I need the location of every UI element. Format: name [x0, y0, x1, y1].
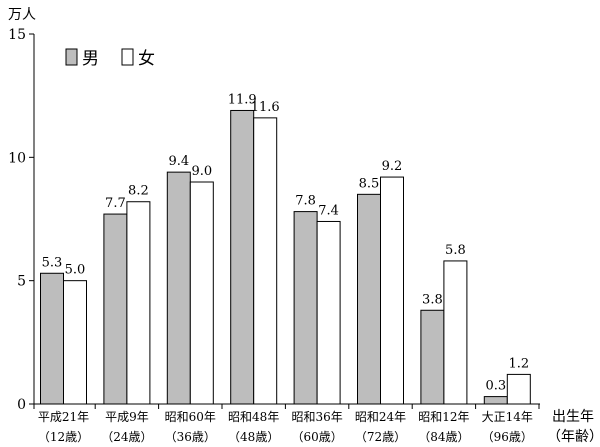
bars	[40, 109, 531, 405]
x-category-age-label: （24歳）	[101, 430, 152, 444]
data-label-female: 9.2	[382, 159, 403, 174]
bar-male	[103, 213, 128, 405]
bar-female	[443, 260, 468, 405]
x-category-age-label: （96歳）	[482, 430, 533, 444]
x-category-label: 昭和48年	[228, 410, 279, 424]
bar-male	[40, 272, 64, 405]
bar-female	[126, 201, 151, 405]
data-label-male: 8.5	[359, 176, 380, 191]
data-label-female: 5.0	[65, 263, 86, 278]
data-label-female: 1.2	[508, 356, 529, 371]
y-tick-label: 15	[8, 27, 26, 43]
bar-male	[357, 193, 381, 405]
y-tick-label: 10	[8, 150, 26, 166]
data-labels: 5.3 5.0 7.78.2 9.49.0 11.911.6 7.87.4 8.59.2 3.…	[42, 92, 529, 393]
x-category-label: 平成9年	[105, 410, 149, 424]
legend-label-male: 男	[82, 49, 99, 69]
data-label-male: 7.8	[295, 194, 316, 209]
legend-label-female: 女	[138, 49, 155, 69]
legend: 男 女	[65, 48, 155, 69]
y-tick-label: 0	[17, 397, 26, 413]
data-label-female: 5.8	[445, 243, 466, 258]
bar-female	[380, 176, 404, 405]
legend-swatch-female	[121, 48, 134, 66]
x-category-label: 昭和60年	[165, 410, 216, 424]
x-category-age-label: （12歳）	[38, 430, 89, 444]
bar-female	[506, 373, 531, 405]
bar-male	[166, 171, 191, 405]
x-category-age-label: （36歳）	[165, 430, 216, 444]
data-label-female: 8.2	[128, 184, 149, 199]
x-category-label: 平成21年	[38, 410, 89, 424]
x-category-label: 昭和36年	[291, 410, 342, 424]
data-label-male: 5.3	[42, 255, 63, 270]
x-category-age-label: （60歳）	[291, 430, 342, 444]
data-label-male: 7.7	[105, 196, 126, 211]
bar-female	[316, 220, 341, 405]
data-label-female: 11.6	[251, 100, 280, 115]
bar-male	[230, 109, 255, 405]
bar-female	[253, 117, 278, 405]
x-category-label: 昭和24年	[355, 410, 406, 424]
bar-female	[63, 280, 87, 405]
data-label-male: 11.9	[228, 92, 257, 107]
bar-male	[483, 396, 508, 405]
x-category-age-label: （72歳）	[355, 430, 406, 444]
x-axis-labels: 平成21年 （12歳） 平成9年 （24歳） 昭和60年 （36歳） 昭和48年 （48歳） 昭…	[33, 404, 540, 444]
y-tick-label: 5	[17, 274, 26, 290]
data-label-female: 9.0	[191, 164, 212, 179]
legend-swatch-male	[65, 48, 78, 66]
y-unit-label: 万人	[8, 7, 36, 23]
bar-male	[293, 211, 318, 405]
data-label-male: 9.4	[168, 154, 189, 169]
data-label-male: 0.3	[485, 379, 506, 394]
x-category-label: 大正14年	[482, 410, 533, 424]
x-axis-title-line1: 出生年	[552, 409, 594, 425]
x-axis-title-line2: （年齢）	[547, 429, 600, 445]
x-category-age-label: （84歳）	[418, 430, 469, 444]
data-label-male: 3.8	[422, 292, 443, 307]
x-category-age-label: （48歳）	[228, 430, 279, 444]
bar-female	[189, 181, 214, 405]
bar-male	[420, 309, 445, 405]
y-axis-ticks: 0 5 10 15	[8, 27, 34, 413]
data-label-female: 7.4	[318, 203, 339, 218]
x-category-label: 昭和12年	[418, 410, 469, 424]
